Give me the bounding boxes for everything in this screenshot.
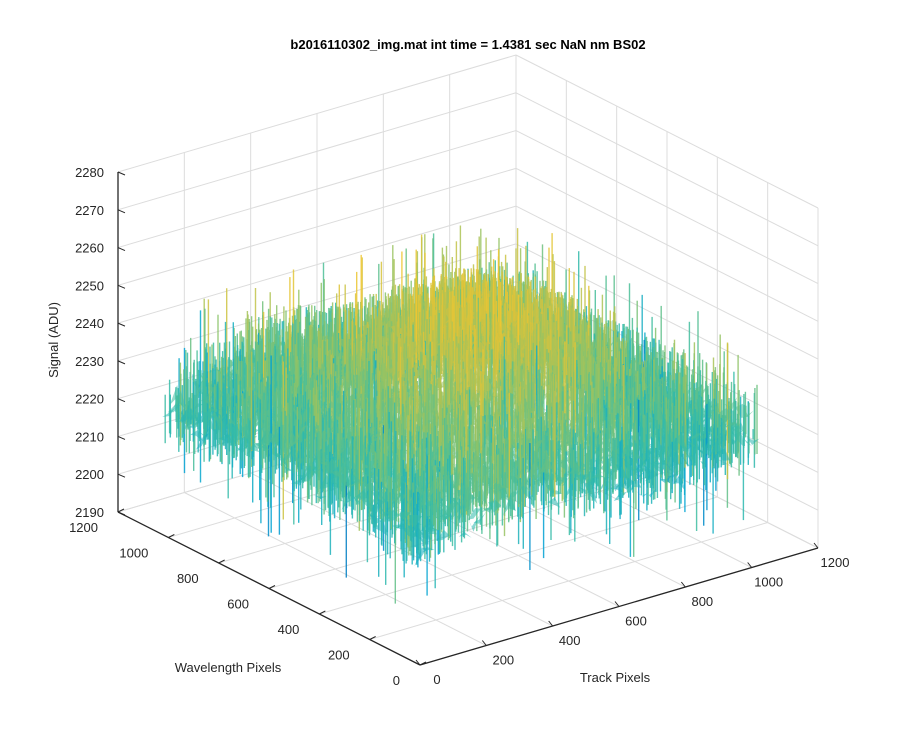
surface-patch bbox=[501, 313, 515, 330]
surface bbox=[162, 225, 760, 604]
grid-line bbox=[515, 54, 819, 209]
grid-line bbox=[117, 243, 517, 362]
surface-patch bbox=[377, 334, 391, 346]
surface-patch bbox=[162, 407, 176, 417]
surface-patch bbox=[355, 327, 368, 343]
surface-patch bbox=[746, 437, 760, 445]
surface-patch bbox=[188, 418, 202, 428]
grid-line bbox=[515, 205, 819, 360]
surface-patch bbox=[731, 425, 745, 449]
grid-line bbox=[369, 522, 768, 640]
surface-patch bbox=[718, 408, 732, 424]
grid-line bbox=[515, 243, 819, 398]
grid-line bbox=[117, 130, 517, 249]
grid-line bbox=[515, 167, 819, 322]
grid-line bbox=[117, 167, 517, 286]
grid-line bbox=[515, 130, 819, 285]
surface-patch bbox=[666, 422, 680, 427]
grid-line bbox=[117, 92, 517, 211]
grid-line bbox=[515, 92, 819, 247]
surface-patch bbox=[503, 317, 517, 333]
surface-patch bbox=[173, 390, 187, 411]
surface-patch bbox=[655, 411, 669, 423]
surface-patch bbox=[167, 404, 181, 413]
grid-line bbox=[319, 496, 718, 615]
surface-patch bbox=[728, 433, 741, 446]
surface-patch bbox=[516, 342, 530, 354]
surface-patch bbox=[384, 311, 398, 330]
grid-line bbox=[117, 205, 517, 324]
surface-patch bbox=[640, 381, 654, 389]
surface-patch bbox=[271, 338, 285, 351]
surface-patch bbox=[548, 322, 561, 336]
surface-patch bbox=[175, 411, 189, 421]
grid-line bbox=[117, 54, 517, 173]
surface-patch bbox=[238, 393, 252, 406]
surface-patch bbox=[179, 409, 193, 422]
surface-patch bbox=[696, 383, 710, 394]
